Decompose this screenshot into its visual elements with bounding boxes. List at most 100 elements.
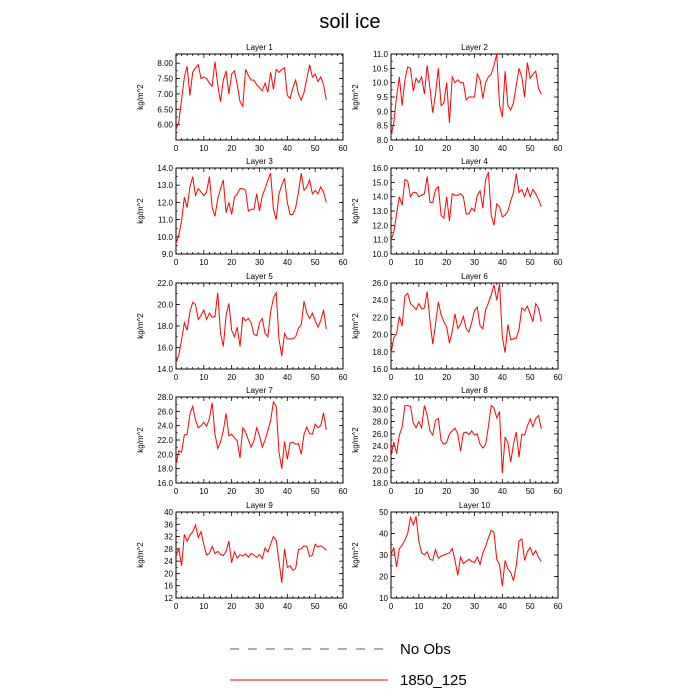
y-tick-label: 40	[164, 508, 173, 517]
y-tick-label: 9.5	[377, 93, 389, 102]
x-tick-label: 60	[339, 373, 348, 382]
y-tick-label: 9.0	[377, 107, 389, 116]
panel-layer-3: Layer 3 0 10 20 30 40 50 60 9.0 10.0 11.0 12.0 13.0 1…	[136, 157, 348, 267]
panel-layer-4: Layer 4 0 10 20 30 40 50 60 10.0 11.0 12.0 13.0 14.0…	[351, 157, 563, 267]
series-line-1850-125	[390, 53, 542, 136]
x-tick-label: 30	[255, 373, 264, 382]
x-tick-label: 0	[389, 258, 394, 267]
y-tick-label: 26.0	[372, 430, 388, 439]
x-tick-label: 60	[554, 144, 563, 153]
y-tick-label: 36	[164, 520, 173, 529]
y-tick-label: 10	[379, 594, 388, 603]
legend-label-1850-125: 1850_125	[400, 672, 467, 689]
x-tick-label: 60	[554, 602, 563, 611]
y-axis-label: kg/m^2	[136, 313, 145, 339]
y-axis-label: kg/m^2	[136, 84, 145, 110]
y-tick-label: 22.0	[372, 454, 388, 463]
y-tick-label: 16.0	[157, 344, 173, 353]
y-tick-label: 8.00	[157, 59, 173, 68]
y-tick-label: 16.0	[372, 164, 388, 173]
x-tick-label: 20	[227, 258, 236, 267]
panel-title: Layer 4	[461, 157, 488, 166]
x-tick-label: 40	[498, 144, 507, 153]
y-tick-label: 26.0	[372, 279, 388, 288]
y-tick-label: 13.0	[372, 207, 388, 216]
series-line-1850-125	[390, 404, 542, 474]
series-line-1850-125	[175, 290, 327, 363]
y-tick-label: 18.0	[157, 322, 173, 331]
y-tick-label: 22.0	[372, 313, 388, 322]
y-tick-label: 20.0	[157, 450, 173, 459]
y-tick-label: 16.0	[372, 365, 388, 374]
x-tick-label: 30	[470, 258, 479, 267]
y-tick-label: 16	[164, 582, 173, 591]
y-axis-label: kg/m^2	[351, 198, 360, 224]
y-tick-label: 18.0	[157, 465, 173, 474]
x-tick-label: 10	[414, 144, 423, 153]
y-tick-label: 10.5	[372, 64, 388, 73]
y-tick-label: 7.50	[157, 75, 173, 84]
x-tick-label: 10	[414, 373, 423, 382]
x-tick-label: 40	[283, 373, 292, 382]
y-tick-label: 6.50	[157, 105, 173, 114]
x-tick-label: 40	[283, 602, 292, 611]
x-tick-label: 60	[554, 258, 563, 267]
panels: Layer 10 10 20 30 40 50 606.006.507.007.508.00…	[136, 43, 563, 611]
panel-layer-9: Layer 9 0 10 20 30 40 50 60 12 16 20 24 28 32 36 40 kg/m…	[136, 501, 348, 611]
x-tick-label: 30	[470, 487, 479, 496]
series-line-1850-125	[390, 283, 542, 354]
x-tick-label: 20	[442, 258, 451, 267]
x-tick-label: 50	[526, 487, 535, 496]
y-axis-label: kg/m^2	[136, 198, 145, 224]
y-tick-label: 14.0	[157, 365, 173, 374]
y-tick-label: 12.0	[157, 198, 173, 207]
x-tick-label: 10	[199, 144, 208, 153]
x-tick-label: 50	[526, 373, 535, 382]
x-tick-label: 0	[174, 258, 179, 267]
x-tick-label: 20	[442, 487, 451, 496]
x-tick-label: 30	[470, 144, 479, 153]
panel-layer-8: Layer 8 0 10 20 30 40 50 60 18.0 20.0 22.0 24.0 26.0…	[351, 386, 563, 496]
x-tick-label: 0	[389, 602, 394, 611]
panel-layer-6: Layer 6 0 10 20 30 40 50 60 16.0 18.0 20.0 22.0 24.0…	[351, 272, 563, 382]
y-tick-label: 11.0	[158, 216, 174, 225]
y-tick-label: 28	[164, 545, 173, 554]
x-tick-label: 10	[414, 487, 423, 496]
figure-title: soil ice	[319, 11, 380, 33]
y-tick-label: 12.0	[372, 221, 388, 230]
y-tick-label: 28.0	[372, 418, 388, 427]
series-line-1850-125	[390, 172, 542, 240]
panel-title: Layer 5	[246, 272, 273, 281]
x-tick-label: 60	[339, 144, 348, 153]
y-tick-label: 14.0	[157, 164, 173, 173]
x-tick-label: 0	[389, 144, 394, 153]
y-tick-label: 8.0	[377, 136, 389, 145]
plot-frame	[175, 53, 344, 141]
x-tick-label: 10	[199, 602, 208, 611]
x-tick-label: 50	[526, 602, 535, 611]
y-tick-label: 30	[379, 551, 388, 560]
y-axis-label: kg/m^2	[351, 313, 360, 339]
y-tick-label: 18.0	[372, 479, 388, 488]
panel-layer-2: Layer 2 0 10 20 30 40 50 60 8.0 8.5 9.0 9.5 10.0 10.5…	[351, 43, 563, 153]
series-line-1850-125	[390, 515, 542, 587]
y-tick-label: 7.00	[157, 90, 173, 99]
y-tick-label: 16.0	[157, 479, 173, 488]
y-tick-label: 22.0	[157, 436, 173, 445]
x-tick-label: 20	[227, 373, 236, 382]
series-line-1850-125	[175, 172, 327, 244]
y-tick-label: 20.0	[372, 467, 388, 476]
x-tick-label: 60	[554, 373, 563, 382]
panel-title: Layer 6	[461, 272, 488, 281]
plot-frame	[390, 396, 559, 484]
y-tick-label: 24.0	[157, 422, 173, 431]
x-tick-label: 20	[227, 602, 236, 611]
x-tick-label: 10	[414, 602, 423, 611]
x-tick-label: 30	[470, 602, 479, 611]
y-tick-label: 11.0	[373, 236, 389, 245]
x-tick-label: 0	[389, 487, 394, 496]
x-tick-label: 60	[554, 487, 563, 496]
x-tick-label: 30	[470, 373, 479, 382]
y-tick-label: 20.0	[372, 331, 388, 340]
